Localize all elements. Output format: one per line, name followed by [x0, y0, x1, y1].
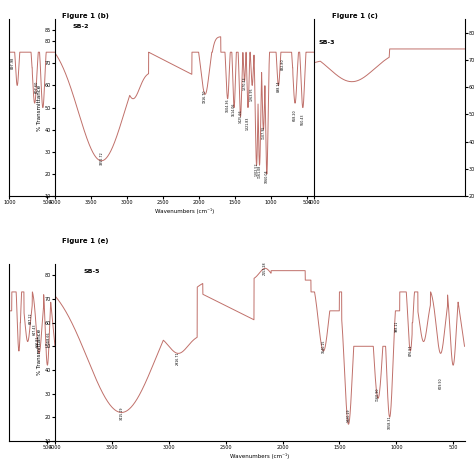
Text: 1202.52: 1202.52 — [255, 163, 258, 176]
Text: 1058.31: 1058.31 — [388, 416, 392, 429]
Text: 458.66: 458.66 — [47, 331, 51, 343]
Text: 1425.66: 1425.66 — [238, 109, 243, 123]
Text: 1604.36: 1604.36 — [226, 99, 229, 112]
Text: Figure 1 (e): Figure 1 (e) — [62, 238, 108, 244]
Text: 647.43: 647.43 — [33, 324, 37, 336]
Text: 607.60: 607.60 — [35, 81, 39, 93]
Text: 609.90: 609.90 — [438, 377, 443, 389]
Text: SB-2: SB-2 — [73, 24, 90, 29]
Text: 1160.90: 1160.90 — [376, 387, 380, 401]
Text: 876.51: 876.51 — [408, 344, 412, 356]
Text: 1640.15: 1640.15 — [321, 340, 326, 354]
Text: 1060.04: 1060.04 — [265, 169, 269, 183]
Y-axis label: % Transmittance: % Transmittance — [473, 84, 474, 131]
Text: 1321.83: 1321.83 — [246, 116, 250, 130]
Text: Figure 1 (b): Figure 1 (b) — [62, 13, 109, 19]
Text: 2916.71: 2916.71 — [176, 352, 180, 365]
Text: 832.80: 832.80 — [281, 58, 285, 70]
Text: 610.81: 610.81 — [36, 336, 39, 347]
X-axis label: Wavenumbers (cm⁻¹): Wavenumbers (cm⁻¹) — [230, 453, 289, 459]
Text: 897.98: 897.98 — [10, 56, 15, 69]
Text: 668.20: 668.20 — [293, 109, 297, 121]
Text: 998.11: 998.11 — [394, 321, 399, 332]
Text: 697.22: 697.22 — [29, 312, 33, 324]
Text: 898.14: 898.14 — [276, 81, 281, 92]
Text: 3415.19: 3415.19 — [119, 406, 124, 419]
Y-axis label: % Transmittance: % Transmittance — [37, 329, 42, 375]
Text: 1370.43: 1370.43 — [242, 76, 246, 90]
Text: Figure 1 (c): Figure 1 (c) — [332, 13, 378, 19]
Text: 1514.06: 1514.06 — [232, 103, 236, 117]
Text: 1420.19: 1420.19 — [346, 409, 350, 422]
Text: 1107.95: 1107.95 — [261, 125, 265, 138]
Text: SB-3: SB-3 — [318, 39, 335, 45]
Text: 560.43: 560.43 — [301, 114, 305, 125]
Y-axis label: % Transmittance: % Transmittance — [37, 84, 42, 131]
Text: 3355.72: 3355.72 — [100, 151, 103, 165]
Text: SB-5: SB-5 — [83, 269, 100, 274]
X-axis label: Wavenumbers (cm⁻¹): Wavenumbers (cm⁻¹) — [155, 208, 214, 214]
Text: 1161.08: 1161.08 — [257, 165, 262, 179]
Text: 1916.70: 1916.70 — [203, 90, 207, 103]
Text: 2153.28: 2153.28 — [263, 262, 267, 275]
Text: 1263.95: 1263.95 — [250, 87, 254, 101]
